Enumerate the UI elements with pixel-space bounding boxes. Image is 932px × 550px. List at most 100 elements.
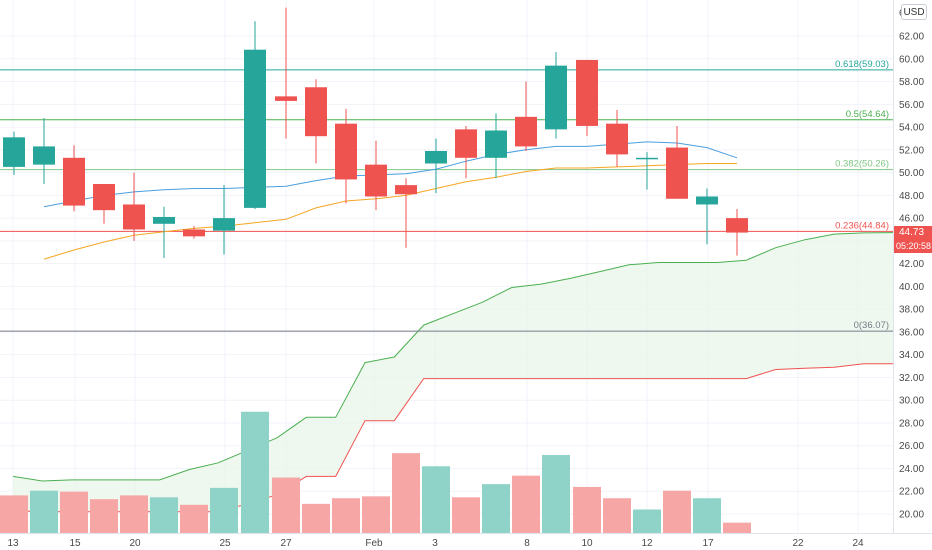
candle-body	[183, 229, 205, 237]
volume-bar	[302, 503, 330, 533]
candle-body	[485, 130, 507, 158]
candle-body	[93, 183, 115, 211]
volume-bar	[180, 504, 208, 533]
price-tick-label: 50.00	[899, 168, 924, 179]
volume-bar	[30, 490, 58, 533]
fib-level-label: 0.5(54.64)	[846, 109, 889, 120]
candles	[3, 7, 748, 258]
price-tick-label: 42.00	[899, 259, 924, 270]
volume-bar	[723, 522, 751, 533]
time-tick-label: 22	[792, 538, 804, 549]
volume-bar	[542, 454, 570, 533]
candle-body	[666, 147, 688, 199]
volume-bar	[693, 498, 721, 533]
price-tick-label: 56.00	[899, 100, 924, 111]
fib-level-label: 0(36.07)	[854, 320, 889, 331]
price-tick-label: 58.00	[899, 77, 924, 88]
price-tick-label: 32.00	[899, 373, 924, 384]
candle-body	[425, 150, 447, 164]
volume-bar	[90, 499, 118, 533]
time-tick-label: 25	[219, 538, 231, 549]
volume-bar	[452, 497, 480, 533]
volume-bar	[0, 495, 28, 533]
price-tick-label: 26.00	[899, 441, 924, 452]
price-tick-label: 38.00	[899, 305, 924, 316]
volume-bar	[482, 484, 510, 533]
candle-body	[305, 87, 327, 137]
last-price-label: 44.73	[894, 226, 932, 240]
candle-body	[335, 123, 357, 180]
candle-body	[726, 218, 748, 233]
candle-body	[3, 137, 25, 167]
price-tick-label: 62.00	[899, 32, 924, 43]
price-axis[interactable]: 20.00 22.00 24.00 26.00 28.00 30.00 32.00 34.00…	[899, 8, 924, 521]
candle-body	[123, 204, 145, 230]
candle-body	[33, 146, 55, 165]
slow-moving-average-line	[43, 163, 737, 260]
time-tick-label: 17	[702, 538, 714, 549]
fib-level-label: 0.382(50.26)	[835, 159, 889, 170]
volume-bars	[0, 411, 751, 533]
volume-bar	[663, 490, 691, 533]
price-tick-label: 60.00	[899, 54, 924, 65]
volume-bar	[150, 497, 178, 533]
candle-body	[365, 164, 387, 197]
candle-body	[153, 216, 175, 224]
candle-body	[63, 157, 85, 206]
volume-bar	[241, 411, 269, 533]
candle-body	[244, 49, 266, 208]
time-tick-label: 24	[852, 538, 864, 549]
candle-body	[545, 65, 567, 130]
candle-body	[696, 196, 718, 205]
candle-body	[455, 129, 477, 158]
time-tick-label: 12	[641, 538, 653, 549]
bar-countdown-label: 05:20:58	[894, 240, 932, 253]
volume-bar	[60, 491, 88, 533]
fibonacci-levels: 0.618(59.03) 0.5(54.64) 0.382(50.26) 0.236(…	[0, 59, 893, 332]
price-tick-label: 48.00	[899, 191, 924, 202]
time-tick-label: 10	[581, 538, 593, 549]
volume-bar	[210, 487, 238, 533]
candle-body	[515, 116, 537, 147]
volume-bar	[362, 496, 390, 533]
candle-body	[636, 157, 658, 160]
price-tick-label: 34.00	[899, 350, 924, 361]
channel-fill	[13, 232, 893, 512]
volume-bar	[633, 509, 661, 533]
volume-bar	[603, 498, 631, 533]
volume-bar	[512, 475, 540, 533]
price-tick-label: 24.00	[899, 464, 924, 475]
volume-bar	[272, 477, 300, 533]
moving-averages	[43, 141, 738, 260]
candle-body	[395, 185, 417, 195]
volume-bar	[332, 498, 360, 533]
price-tick-label: 30.00	[899, 396, 924, 407]
candle-body	[275, 96, 297, 101]
time-tick-label: 20	[129, 538, 141, 549]
price-tick-label: 54.00	[899, 123, 924, 134]
time-tick-label: Feb	[365, 538, 383, 549]
price-tick-label: 46.00	[899, 214, 924, 225]
volume-bar	[573, 486, 601, 533]
volume-bar	[120, 495, 148, 533]
volume-bar	[422, 466, 450, 533]
price-tick-label: 36.00	[899, 327, 924, 338]
time-axis[interactable]: 13 15 20 25 27 Feb 3 8 10 12 17 22 24	[7, 538, 864, 549]
time-tick-label: 15	[69, 538, 81, 549]
price-tick-label: 40.00	[899, 282, 924, 293]
candle-body	[213, 218, 235, 231]
time-tick-label: 3	[432, 538, 438, 549]
price-tick-label: 52.00	[899, 145, 924, 156]
fib-level-label: 0.236(44.84)	[835, 220, 889, 231]
time-tick-label: 13	[7, 538, 19, 549]
price-tick-label: 22.00	[899, 487, 924, 498]
candle-body	[576, 59, 598, 126]
volume-bar	[392, 453, 420, 533]
channel-upper-line	[12, 232, 894, 482]
price-tick-label: 20.00	[899, 510, 924, 521]
fib-level-label: 0.618(59.03)	[835, 59, 889, 70]
candle-body	[606, 123, 628, 155]
currency-button[interactable]: USD	[901, 4, 927, 20]
